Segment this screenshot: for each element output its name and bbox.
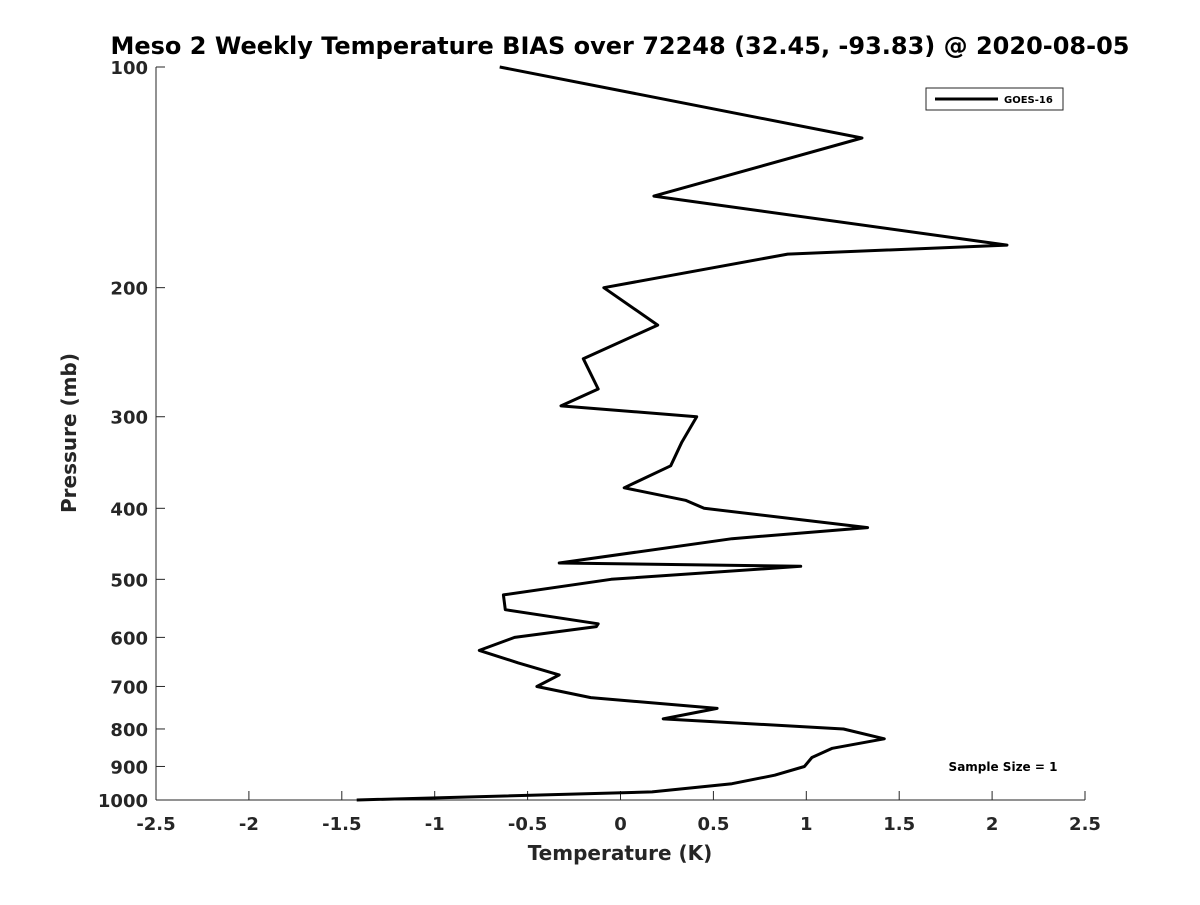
x-tick-label: -1 — [425, 814, 445, 835]
y-tick-label: 300 — [110, 408, 148, 429]
x-axis-label: Temperature (K) — [528, 841, 713, 865]
plot-area — [156, 67, 1085, 800]
legend-entry-goes-16: GOES-16 — [1004, 95, 1053, 106]
x-tick-label: -1.5 — [322, 814, 361, 835]
y-tick-label: 700 — [110, 677, 148, 698]
x-tick-label: 2 — [986, 814, 999, 835]
x-tick-label: 2.5 — [1069, 814, 1101, 835]
x-tick-label: -2.5 — [136, 814, 175, 835]
legend: GOES-16 — [925, 87, 1064, 111]
sample-size-annotation: Sample Size = 1 — [949, 760, 1058, 774]
x-tick-label: 1.5 — [883, 814, 915, 835]
x-tick-label: 0 — [614, 814, 627, 835]
y-tick-label: 500 — [110, 570, 148, 591]
y-ticks: 100 200 300 400 500 600 700 800 900 1000 — [98, 58, 165, 812]
x-tick-label: 1 — [800, 814, 813, 835]
x-tick-label: 0.5 — [697, 814, 729, 835]
y-tick-label: 900 — [110, 757, 148, 778]
y-axis-label: Pressure (mb) — [57, 353, 81, 513]
x-ticks: -2.5 -2 -1.5 -1 -0.5 0 0.5 1 1.5 2 2.5 — [136, 791, 1101, 835]
y-tick-label: 600 — [110, 628, 148, 649]
y-tick-label: 400 — [110, 499, 148, 520]
y-tick-label: 100 — [110, 58, 148, 79]
x-tick-label: -0.5 — [508, 814, 547, 835]
series-line-goes-16 — [356, 65, 1009, 802]
y-tick-label: 800 — [110, 720, 148, 741]
x-tick-label: -2 — [239, 814, 259, 835]
y-tick-label: 200 — [110, 279, 148, 300]
chart-title: Meso 2 Weekly Temperature BIAS over 7224… — [110, 32, 1129, 60]
y-tick-label: 1000 — [98, 791, 148, 812]
